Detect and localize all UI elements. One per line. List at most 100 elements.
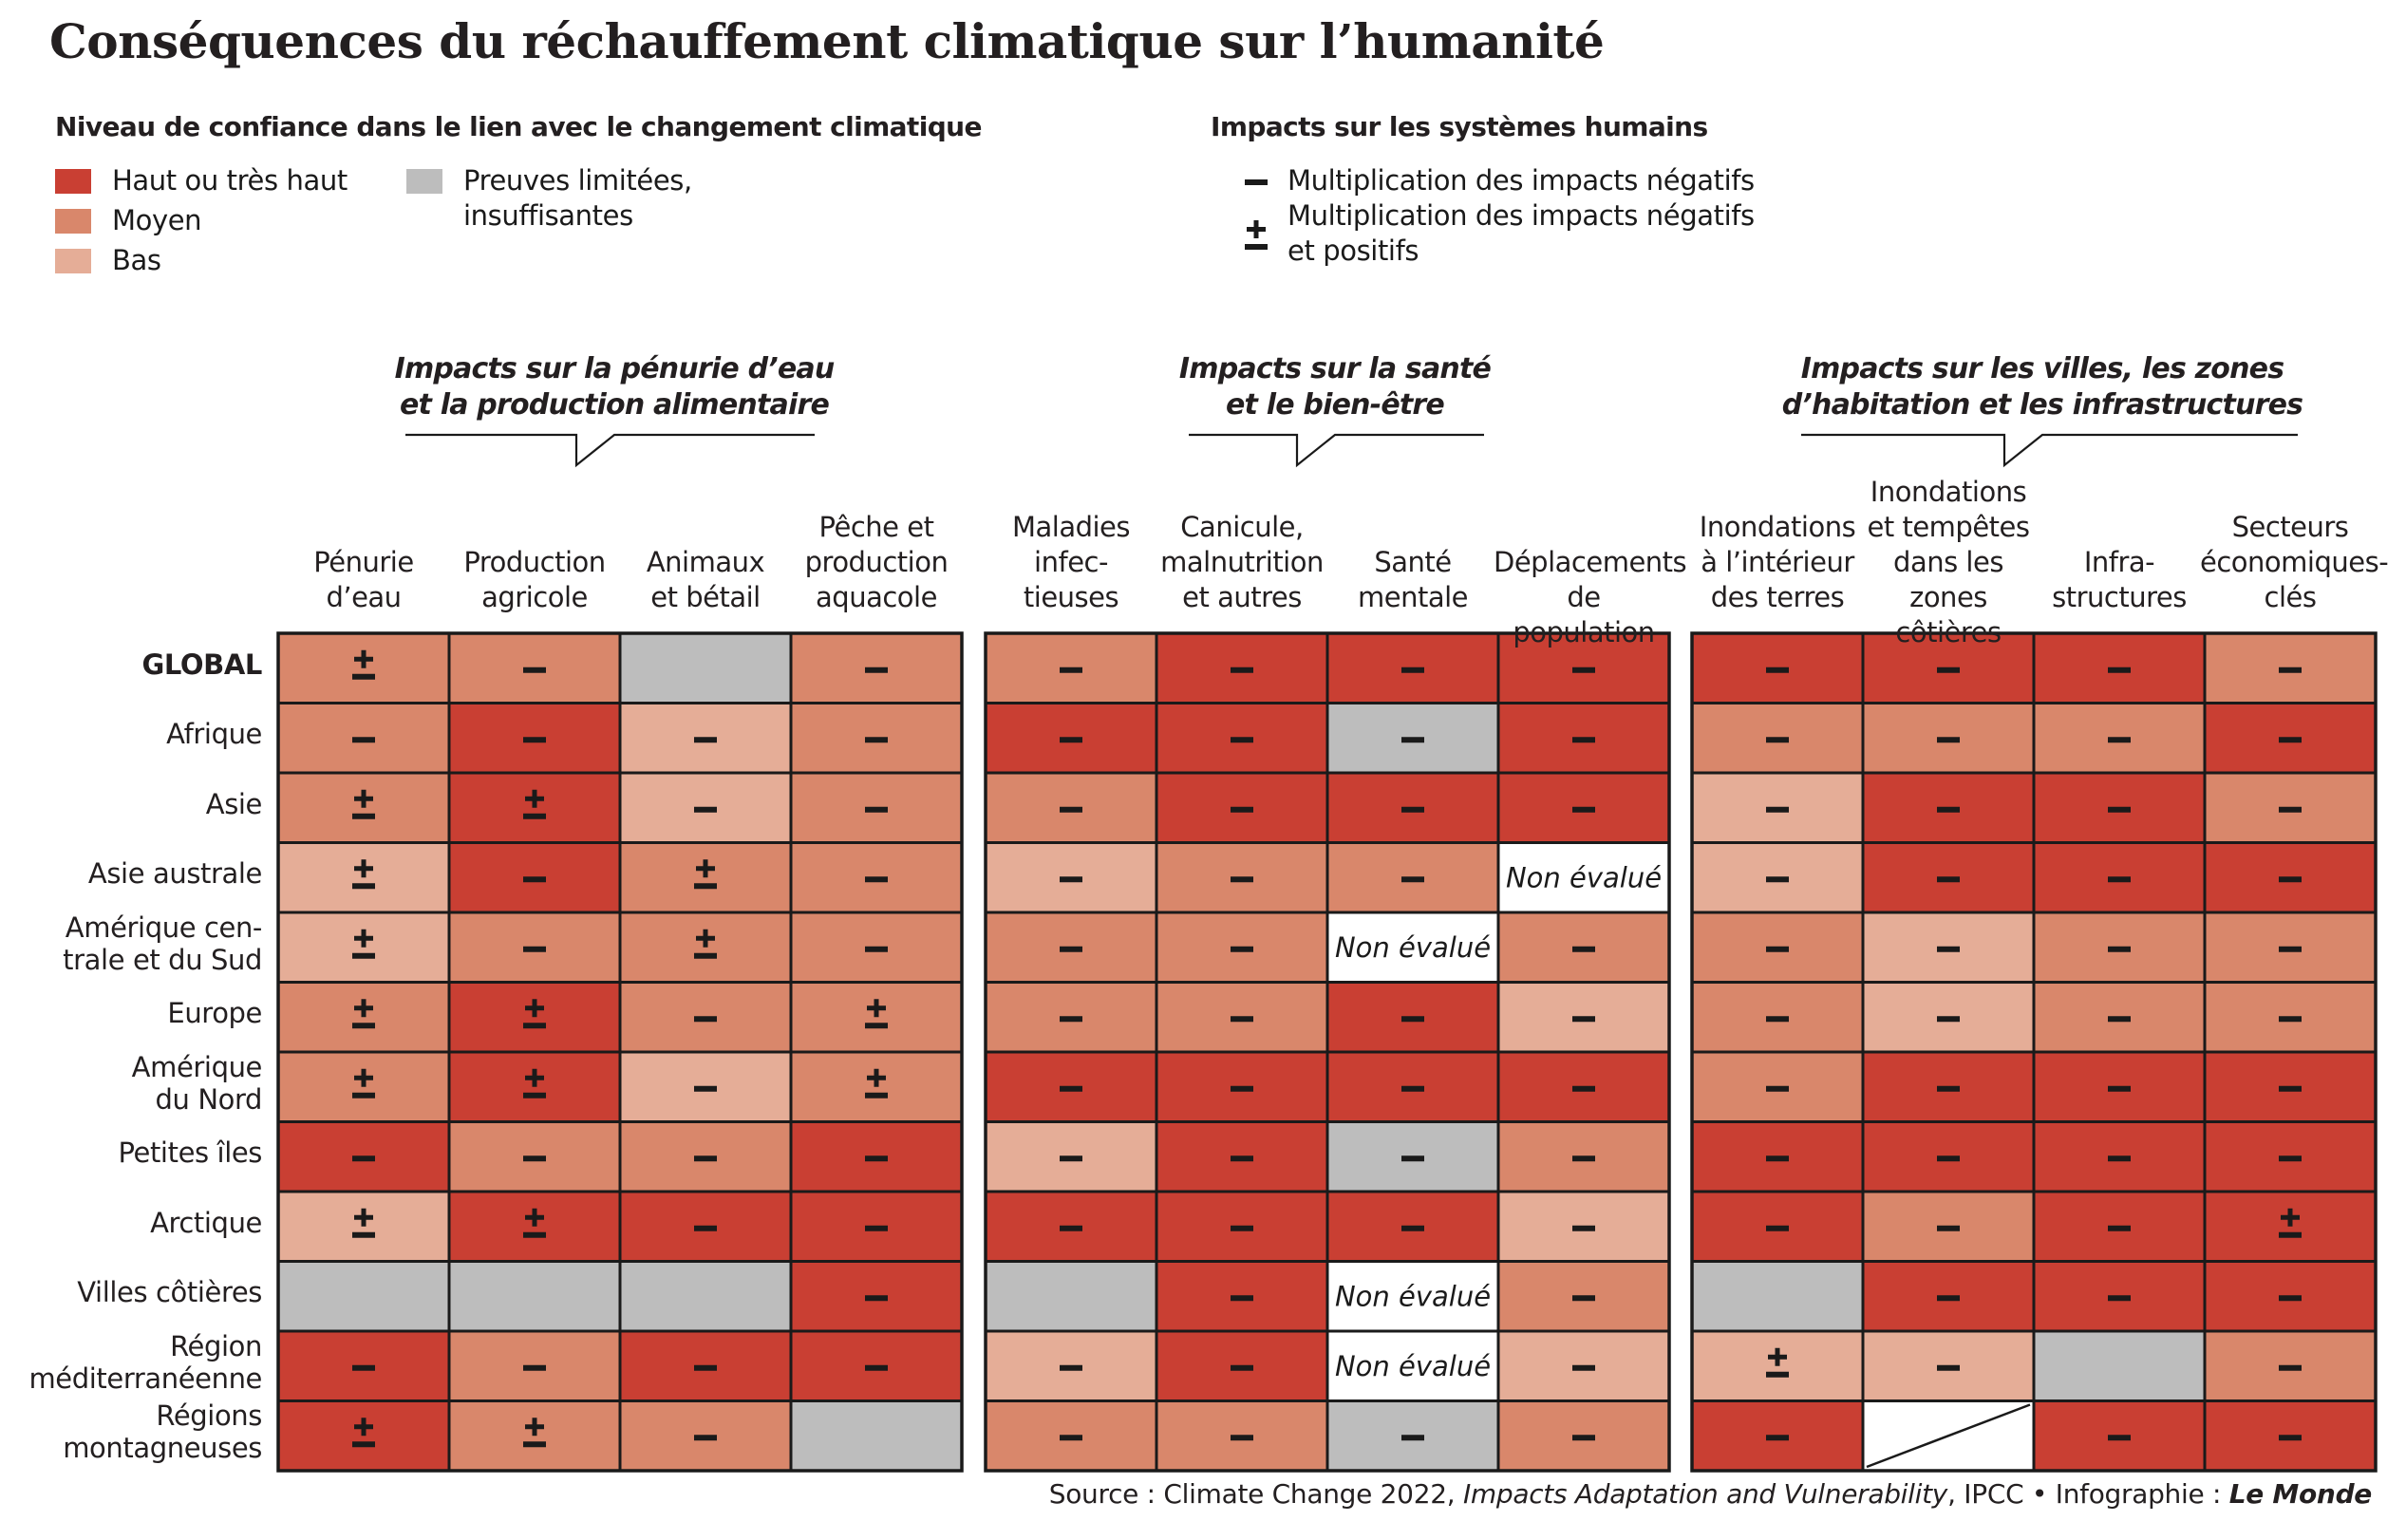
plus-minus-sign	[352, 929, 375, 959]
minus-sign	[1060, 1155, 1082, 1162]
row-label: Afrique	[166, 718, 262, 751]
legend-swatch	[55, 249, 91, 273]
plus-minus-sign	[523, 789, 546, 819]
minus-icon	[1242, 163, 1270, 238]
minus-sign	[1231, 1364, 1253, 1371]
column-header: Déplacements de population	[1494, 546, 1687, 648]
minus-sign	[2108, 1225, 2131, 1231]
plus-minus-sign	[523, 1208, 546, 1238]
minus-sign	[1231, 806, 1253, 813]
cell	[1496, 631, 1671, 704]
row-label: Asie	[205, 787, 263, 820]
not-evaluated-label: Non évalué	[1335, 1350, 1491, 1382]
minus-sign	[2108, 737, 2131, 743]
minus-sign	[1401, 876, 1424, 883]
legend-minus: Multiplication des impacts négatifs	[1242, 163, 1755, 238]
minus-sign	[2108, 946, 2131, 952]
minus-sign	[1937, 946, 1960, 952]
cell	[1325, 1329, 1500, 1402]
row-label: Asie australe	[87, 857, 262, 891]
source-publisher: Le Monde	[2228, 1478, 2373, 1510]
legend-item-g: Preuves limitées, insuffisantes	[406, 163, 692, 234]
minus-sign	[1766, 1016, 1789, 1023]
minus-sign	[1401, 1225, 1424, 1231]
minus-sign	[1401, 1016, 1424, 1023]
minus-sign	[865, 737, 888, 743]
minus-sign	[1766, 737, 1789, 743]
cell	[789, 1399, 964, 1473]
row-label: Villes côtières	[77, 1276, 262, 1309]
legend-swatch	[55, 169, 91, 194]
minus-sign	[1401, 806, 1424, 813]
legend-label: Haut ou très haut	[112, 164, 348, 197]
cell	[2032, 1329, 2207, 1402]
minus-sign	[1231, 1155, 1253, 1162]
legend-item-h: Haut ou très haut	[55, 163, 348, 198]
cell	[276, 1260, 451, 1333]
legend-label: Moyen	[112, 204, 202, 236]
plus-minus-sign	[352, 1208, 375, 1238]
cell	[1690, 1260, 1865, 1333]
group-border-0	[276, 631, 964, 1473]
minus-sign	[1060, 1435, 1082, 1441]
plus-minus-sign	[523, 999, 546, 1029]
group-bracket-2	[1801, 433, 2298, 468]
column-header: Secteurs économiques- clés	[2200, 511, 2389, 613]
column-header: Production agricole	[463, 546, 606, 613]
minus-sign	[1937, 737, 1960, 743]
minus-sign	[2108, 1085, 2131, 1092]
column-header: Animaux et bétail	[646, 546, 765, 613]
plus-minus-sign	[523, 1068, 546, 1099]
minus-sign	[2279, 946, 2302, 952]
minus-sign	[1937, 1225, 1960, 1231]
legend-swatch	[55, 209, 91, 234]
column-header: Maladies infec- tieuses	[1011, 511, 1131, 613]
minus-sign	[865, 1225, 888, 1231]
minus-sign	[523, 1155, 546, 1162]
plus-minus-sign	[865, 1068, 888, 1099]
minus-sign	[2279, 1085, 2302, 1092]
minus-sign	[865, 1155, 888, 1162]
minus-sign	[1060, 1364, 1082, 1371]
plus-minus-sign	[865, 999, 888, 1029]
source-report: Impacts Adaptation and Vulnerability	[1462, 1478, 1948, 1510]
minus-sign	[1231, 1085, 1253, 1092]
row-label: Régions montagneuses	[63, 1399, 262, 1465]
legend-swatch	[406, 169, 442, 194]
minus-sign	[523, 876, 546, 883]
minus-sign	[694, 1155, 717, 1162]
minus-sign	[1231, 1225, 1253, 1231]
minus-sign	[1937, 806, 1960, 813]
minus-sign	[694, 1225, 717, 1231]
minus-sign	[523, 1364, 546, 1371]
source-middle: , IPCC • Infographie :	[1947, 1478, 2229, 1510]
minus-sign	[694, 806, 717, 813]
row-label: Petites îles	[118, 1136, 262, 1170]
minus-sign	[2279, 667, 2302, 673]
not-evaluated-label: Non évalué	[1335, 1280, 1491, 1312]
minus-sign	[1766, 876, 1789, 883]
minus-sign	[1766, 667, 1789, 673]
not-evaluated-label: Non évalué	[1506, 861, 1662, 893]
minus-sign	[1572, 1225, 1595, 1231]
plus-minus-sign	[352, 789, 375, 819]
minus-sign	[1060, 1016, 1082, 1023]
minus-sign	[1572, 737, 1595, 743]
minus-sign	[2108, 1016, 2131, 1023]
plus-minus-sign	[352, 1418, 375, 1448]
group-border-1	[984, 631, 1671, 1473]
cell	[1325, 1260, 1500, 1333]
minus-sign	[352, 1364, 375, 1371]
minus-sign	[694, 1364, 717, 1371]
minus-sign	[352, 1155, 375, 1162]
minus-sign	[1231, 667, 1253, 673]
minus-sign	[523, 737, 546, 743]
minus-sign	[2108, 1295, 2131, 1302]
minus-sign	[865, 1295, 888, 1302]
minus-sign	[2279, 1295, 2302, 1302]
minus-sign	[523, 667, 546, 673]
minus-sign	[1401, 1085, 1424, 1092]
minus-sign	[1060, 876, 1082, 883]
legend-label: Preuves limitées, insuffisantes	[463, 164, 692, 232]
